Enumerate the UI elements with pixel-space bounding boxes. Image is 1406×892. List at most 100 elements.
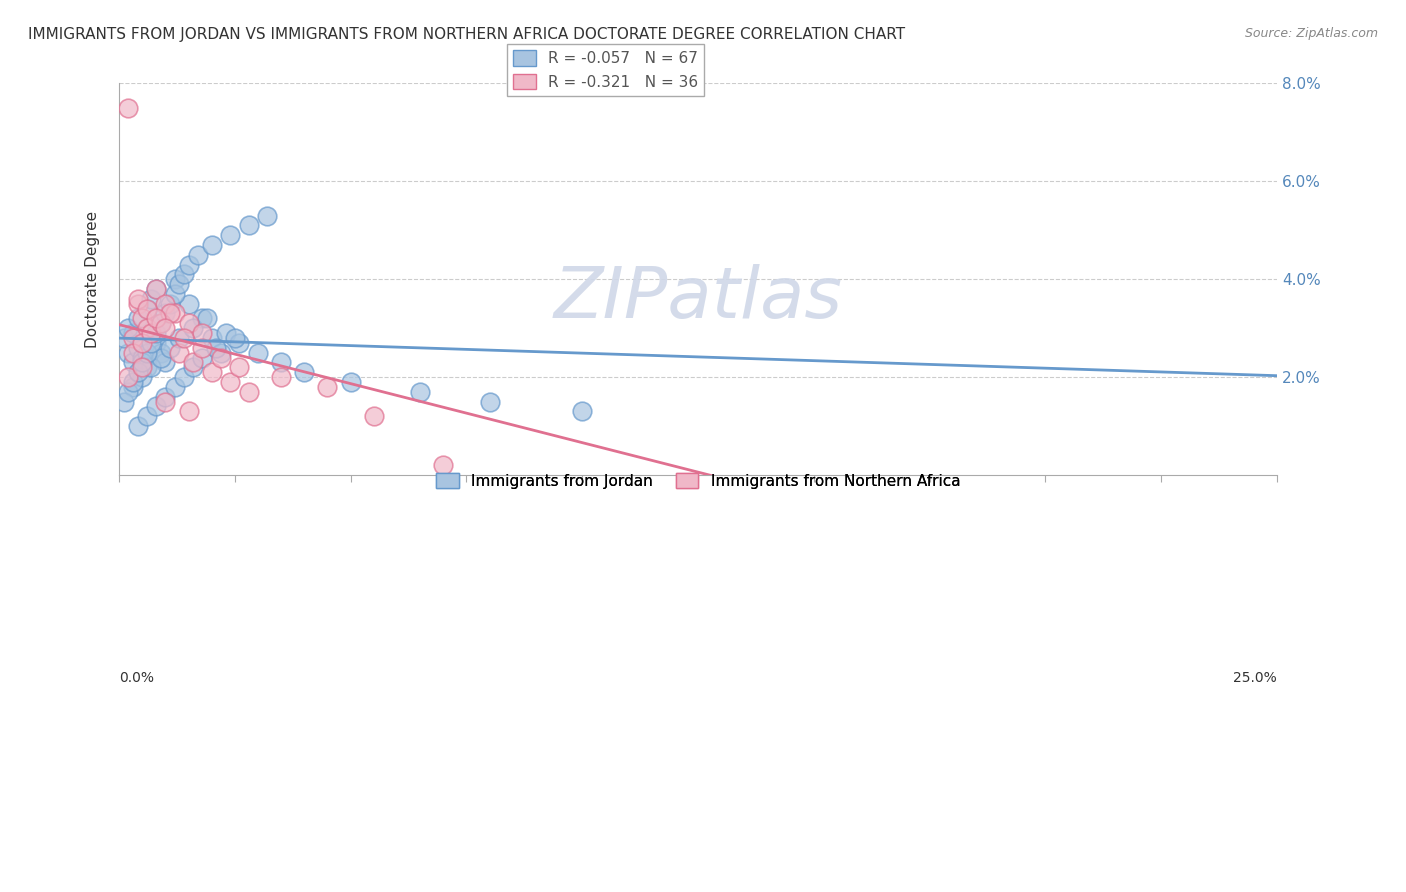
Point: [195, 311, 218, 326]
Point: [131, 355, 153, 369]
Point: [141, 335, 163, 350]
Point: [117, 384, 139, 399]
Point: [209, 345, 232, 359]
Text: ZIPatlas: ZIPatlas: [554, 264, 842, 334]
Point: [163, 306, 186, 320]
Point: [363, 409, 385, 424]
Point: [173, 268, 195, 282]
Point: [141, 292, 163, 306]
Point: [205, 341, 228, 355]
Point: [127, 296, 149, 310]
Point: [127, 311, 149, 326]
Point: [224, 331, 246, 345]
Point: [409, 384, 432, 399]
Point: [339, 375, 361, 389]
Point: [155, 394, 177, 409]
Point: [163, 286, 186, 301]
Point: [270, 370, 292, 384]
Point: [246, 345, 269, 359]
Point: [209, 351, 232, 365]
Point: [117, 370, 139, 384]
Point: [135, 301, 157, 316]
Point: [149, 351, 172, 365]
Point: [181, 355, 204, 369]
Point: [191, 326, 214, 340]
Point: [219, 228, 242, 243]
Point: [155, 306, 177, 320]
Text: Source: ZipAtlas.com: Source: ZipAtlas.com: [1244, 27, 1378, 40]
Point: [131, 335, 153, 350]
Point: [238, 384, 260, 399]
Point: [131, 351, 153, 365]
Point: [228, 335, 250, 350]
Point: [214, 326, 236, 340]
Point: [173, 331, 195, 345]
Point: [145, 282, 167, 296]
Point: [127, 365, 149, 379]
Point: [571, 404, 593, 418]
Point: [256, 209, 278, 223]
Point: [127, 419, 149, 434]
Point: [155, 355, 177, 369]
Point: [316, 380, 339, 394]
Point: [177, 296, 200, 310]
Point: [112, 394, 135, 409]
Point: [149, 316, 172, 330]
Point: [122, 326, 145, 340]
Point: [191, 311, 214, 326]
Point: [135, 345, 157, 359]
Point: [122, 375, 145, 389]
Point: [135, 321, 157, 335]
Point: [122, 355, 145, 369]
Text: IMMIGRANTS FROM JORDAN VS IMMIGRANTS FROM NORTHERN AFRICA DOCTORATE DEGREE CORRE: IMMIGRANTS FROM JORDAN VS IMMIGRANTS FRO…: [28, 27, 905, 42]
Legend: Immigrants from Jordan, Immigrants from Northern Africa: Immigrants from Jordan, Immigrants from …: [430, 467, 966, 495]
Point: [141, 360, 163, 375]
Point: [191, 341, 214, 355]
Y-axis label: Doctorate Degree: Doctorate Degree: [86, 211, 100, 348]
Point: [155, 296, 177, 310]
Point: [135, 301, 157, 316]
Point: [173, 370, 195, 384]
Point: [177, 404, 200, 418]
Point: [187, 248, 209, 262]
Point: [131, 311, 153, 326]
Point: [159, 306, 181, 320]
Point: [478, 394, 501, 409]
Point: [159, 341, 181, 355]
Point: [219, 375, 242, 389]
Point: [238, 219, 260, 233]
Point: [181, 321, 204, 335]
Point: [122, 380, 145, 394]
Point: [163, 380, 186, 394]
Point: [145, 282, 167, 296]
Point: [201, 365, 224, 379]
Point: [167, 277, 190, 292]
Point: [201, 238, 224, 252]
Point: [117, 345, 139, 359]
Point: [159, 296, 181, 310]
Point: [131, 360, 153, 375]
Point: [127, 292, 149, 306]
Point: [117, 101, 139, 115]
Point: [145, 326, 167, 340]
Point: [145, 400, 167, 414]
Point: [149, 316, 172, 330]
Point: [191, 351, 214, 365]
Point: [432, 458, 454, 473]
Point: [228, 360, 250, 375]
Point: [122, 345, 145, 359]
Point: [141, 326, 163, 340]
Point: [131, 370, 153, 384]
Point: [127, 341, 149, 355]
Text: 0.0%: 0.0%: [120, 671, 155, 685]
Point: [122, 331, 145, 345]
Point: [201, 331, 224, 345]
Point: [135, 360, 157, 375]
Point: [135, 409, 157, 424]
Point: [177, 258, 200, 272]
Point: [167, 331, 190, 345]
Point: [163, 272, 186, 286]
Point: [117, 321, 139, 335]
Point: [155, 321, 177, 335]
Point: [167, 345, 190, 359]
